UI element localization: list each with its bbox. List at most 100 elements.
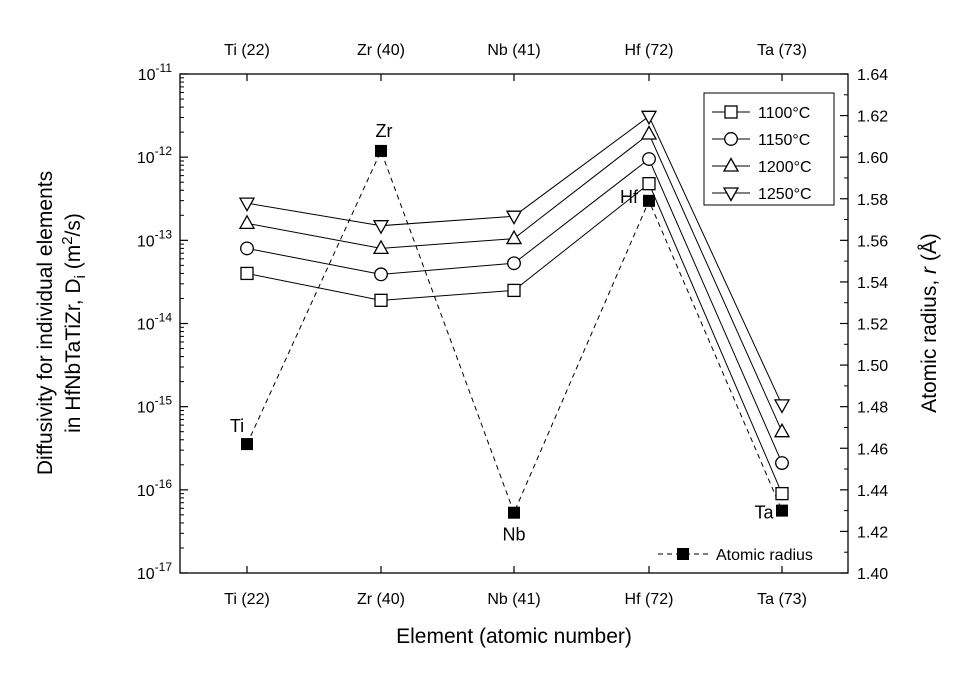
y-left-tick-base: 10 bbox=[137, 233, 155, 250]
x-axis-title: Element (atomic number) bbox=[396, 625, 632, 648]
y-right-tick-label: 1.60 bbox=[857, 150, 888, 167]
data-point bbox=[374, 267, 388, 282]
y-right-tick-label: 1.40 bbox=[857, 566, 888, 583]
y-right-tick-label: 1.62 bbox=[857, 109, 888, 126]
series-markers bbox=[238, 110, 791, 519]
y-right-tick-label: 1.42 bbox=[857, 524, 888, 541]
point-label: Ta bbox=[754, 503, 774, 523]
data-point bbox=[507, 283, 521, 298]
data-point bbox=[238, 197, 256, 212]
left-axis-title-line1: Diffusivity for individual elements bbox=[34, 171, 57, 475]
y-right-tick-label: 1.48 bbox=[857, 400, 888, 417]
data-point bbox=[773, 399, 791, 414]
point-label: Hf bbox=[620, 187, 639, 207]
x-tick-label-bottom: Zr (40) bbox=[357, 591, 405, 608]
right-axis-title: Atomic radius, r (Å) bbox=[918, 233, 941, 413]
left-axis-title-unit-open: (m bbox=[62, 245, 85, 275]
x-tick-label-top: Zr (40) bbox=[357, 42, 405, 59]
tick-labels: Ti (22) Ti (22) Zr (40) Zr (40) Nb (41) Nb (4… bbox=[137, 42, 888, 608]
x-tick-label-top: Ta (73) bbox=[757, 42, 807, 59]
data-point bbox=[507, 256, 521, 271]
data-point bbox=[505, 229, 523, 245]
legend-label: 1200°C bbox=[758, 159, 812, 176]
series-line bbox=[246, 133, 783, 432]
y-left-tick-label: 10-15 bbox=[137, 394, 172, 417]
point-label: Zr bbox=[376, 121, 393, 141]
data-point bbox=[508, 506, 520, 519]
y-left-tick-exponent: -15 bbox=[155, 394, 173, 408]
x-tick-label-bottom: Ta (73) bbox=[757, 591, 807, 608]
x-tick-label-top: Ti (22) bbox=[224, 42, 270, 59]
y-left-tick-base: 10 bbox=[137, 150, 155, 167]
y-right-tick-label: 1.44 bbox=[857, 483, 888, 500]
x-tick-label-top: Hf (72) bbox=[625, 42, 674, 59]
y-left-tick-label: 10-14 bbox=[137, 311, 172, 334]
data-point bbox=[372, 239, 390, 255]
y-right-tick-label: 1.64 bbox=[857, 67, 888, 84]
y-left-tick-base: 10 bbox=[137, 400, 155, 417]
series-line bbox=[246, 149, 783, 515]
data-point bbox=[643, 194, 655, 207]
y-right-tick-label: 1.58 bbox=[857, 192, 888, 209]
legend-entries: 1100°C 1150°C 1200°C 1250°C bbox=[712, 105, 812, 203]
data-point bbox=[776, 504, 788, 517]
series-lines bbox=[246, 115, 783, 515]
y-right-tick-label: 1.54 bbox=[857, 275, 888, 292]
data-point bbox=[775, 486, 789, 501]
y-left-tick-exponent: -13 bbox=[155, 227, 173, 241]
x-tick-label-bottom: Hf (72) bbox=[625, 591, 674, 608]
axis-ticks bbox=[180, 73, 848, 574]
data-point bbox=[240, 266, 254, 281]
y-left-tick-label: 10-12 bbox=[137, 144, 172, 167]
left-axis-title-unit-close: /s) bbox=[62, 213, 85, 236]
left-axis-title-sub: i bbox=[72, 275, 89, 278]
legend-label: 1150°C bbox=[758, 132, 810, 149]
right-axis-title-prefix: Atomic radius, bbox=[918, 274, 941, 413]
y-left-tick-exponent: -16 bbox=[155, 477, 173, 491]
legend-marker bbox=[724, 105, 738, 119]
point-label: Ti bbox=[230, 416, 244, 436]
data-point bbox=[642, 152, 656, 166]
legend-marker bbox=[722, 187, 740, 202]
data-point bbox=[375, 144, 387, 157]
legend-label: 1100°C bbox=[758, 105, 810, 122]
y-right-tick-label: 1.56 bbox=[857, 233, 888, 250]
x-tick-label-bottom: Ti (22) bbox=[224, 591, 270, 608]
legend-marker bbox=[722, 157, 740, 172]
y-right-tick-label: 1.46 bbox=[857, 441, 888, 458]
legend-marker bbox=[724, 132, 738, 146]
legend-marker bbox=[677, 548, 689, 560]
y-left-tick-label: 10-17 bbox=[137, 560, 172, 583]
right-axis-title-var: r bbox=[918, 266, 941, 274]
left-axis-title-prefix: in HfNbTaTiZr, D bbox=[62, 278, 85, 432]
y-left-tick-exponent: -11 bbox=[156, 61, 173, 75]
series-line bbox=[246, 158, 783, 464]
x-tick-label-top: Nb (41) bbox=[487, 42, 540, 59]
y-left-tick-exponent: -14 bbox=[155, 311, 173, 325]
data-point bbox=[505, 210, 523, 226]
point-label: Nb bbox=[502, 525, 525, 545]
data-point bbox=[775, 456, 789, 470]
data-point bbox=[640, 110, 658, 126]
legend-label: 1250°C bbox=[758, 186, 812, 203]
y-left-tick-base: 10 bbox=[138, 67, 156, 84]
y-left-tick-exponent: -12 bbox=[155, 144, 173, 158]
legend-atomic-radius: Atomic radius bbox=[658, 547, 813, 564]
y-right-tick-label: 1.50 bbox=[857, 358, 888, 375]
y-left-tick-base: 10 bbox=[137, 566, 155, 583]
y-left-tick-label: 10-13 bbox=[137, 227, 172, 250]
y-left-tick-label: 10-16 bbox=[137, 477, 172, 500]
y-left-tick-base: 10 bbox=[137, 483, 155, 500]
legend-atomic-radius-label: Atomic radius bbox=[716, 547, 813, 564]
left-axis-title-sup: 2 bbox=[59, 236, 76, 244]
data-point bbox=[241, 438, 253, 451]
data-point bbox=[773, 422, 791, 438]
legend: 1100°C 1150°C 1200°C 1250°C bbox=[703, 92, 835, 206]
data-point bbox=[240, 241, 254, 256]
right-axis-title-unit: (Å) bbox=[918, 233, 941, 267]
y-left-tick-exponent: -17 bbox=[155, 560, 173, 574]
x-tick-label-bottom: Nb (41) bbox=[487, 591, 540, 608]
data-point bbox=[374, 293, 388, 307]
y-right-tick-label: 1.52 bbox=[857, 317, 888, 334]
